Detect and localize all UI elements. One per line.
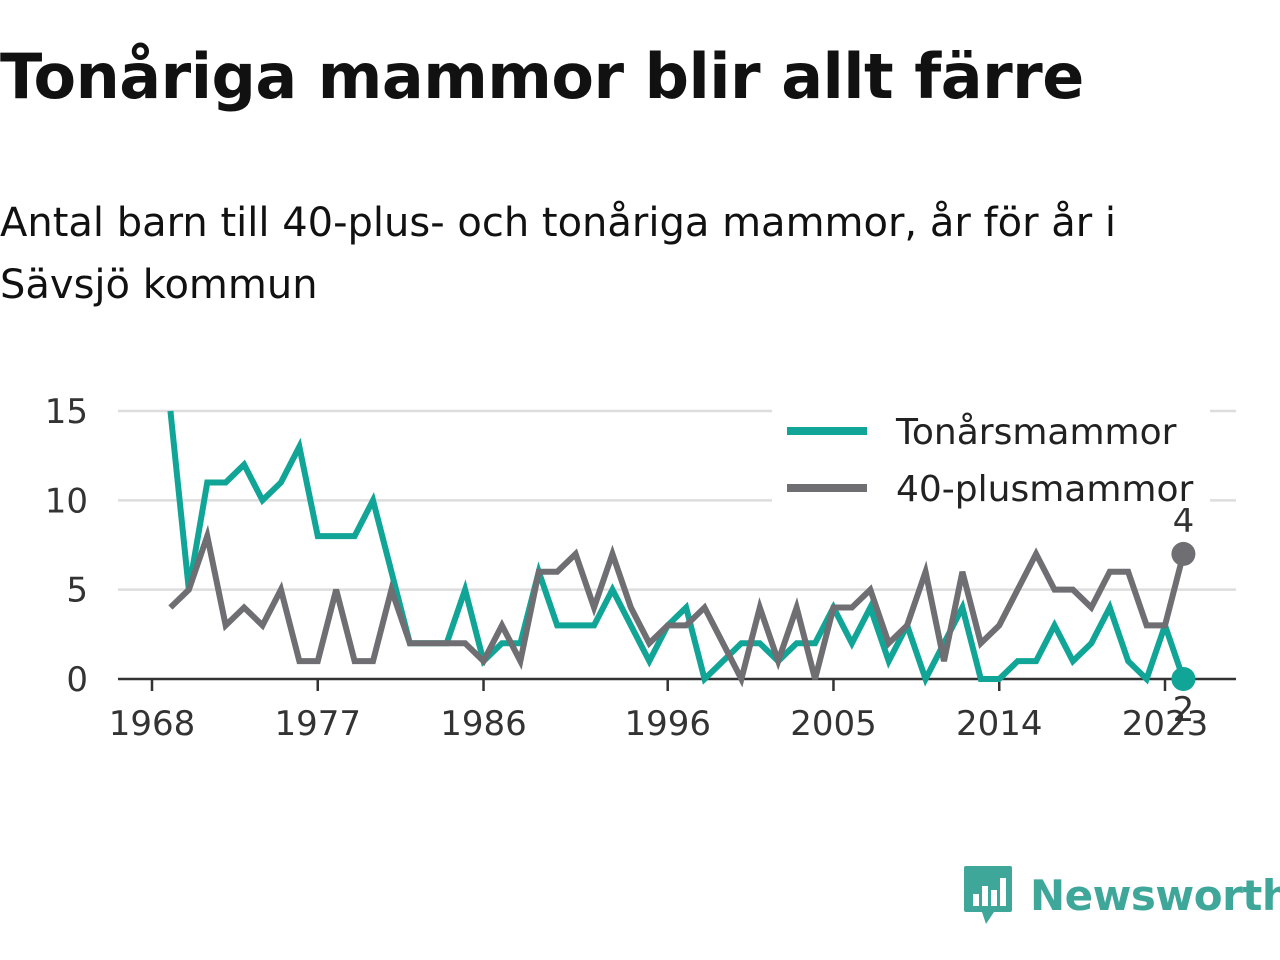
x-tick-label: 2005 (790, 704, 877, 744)
series-end-label: 4 (1173, 501, 1195, 541)
legend-label: Tonårsmammor (895, 412, 1177, 453)
series-line-40-plusmammor (168, 524, 1187, 688)
x-tick-label: 1986 (440, 704, 527, 744)
y-tick-label: 5 (66, 571, 88, 611)
legend-label: 40-plusmammor (896, 469, 1194, 510)
y-tick-label: 15 (45, 392, 88, 432)
x-tick-label: 2023 (1122, 704, 1209, 744)
x-tick-label: 1977 (274, 704, 361, 744)
brand-name: Newsworthy (1030, 870, 1280, 920)
brand-logo[interactable]: Newsworthy (962, 862, 1280, 928)
series-end-point (1171, 667, 1196, 691)
chart-subtitle: Antal barn till 40-plus- och tonåriga ma… (0, 200, 1117, 308)
x-tick-label: 1968 (109, 704, 196, 744)
x-tick-label: 1996 (624, 704, 711, 744)
series-line-tonårsmammor (167, 410, 1187, 687)
x-tick-label: 2014 (956, 704, 1043, 744)
series-end-label: 2 (1173, 690, 1195, 730)
y-tick-label: 10 (45, 481, 88, 521)
y-tick-label: 0 (66, 660, 88, 700)
newsworthy-logo-icon (964, 866, 1012, 924)
series-end-point (1171, 541, 1196, 566)
chart-title: Tonåriga mammor blir allt färre (0, 40, 1084, 113)
